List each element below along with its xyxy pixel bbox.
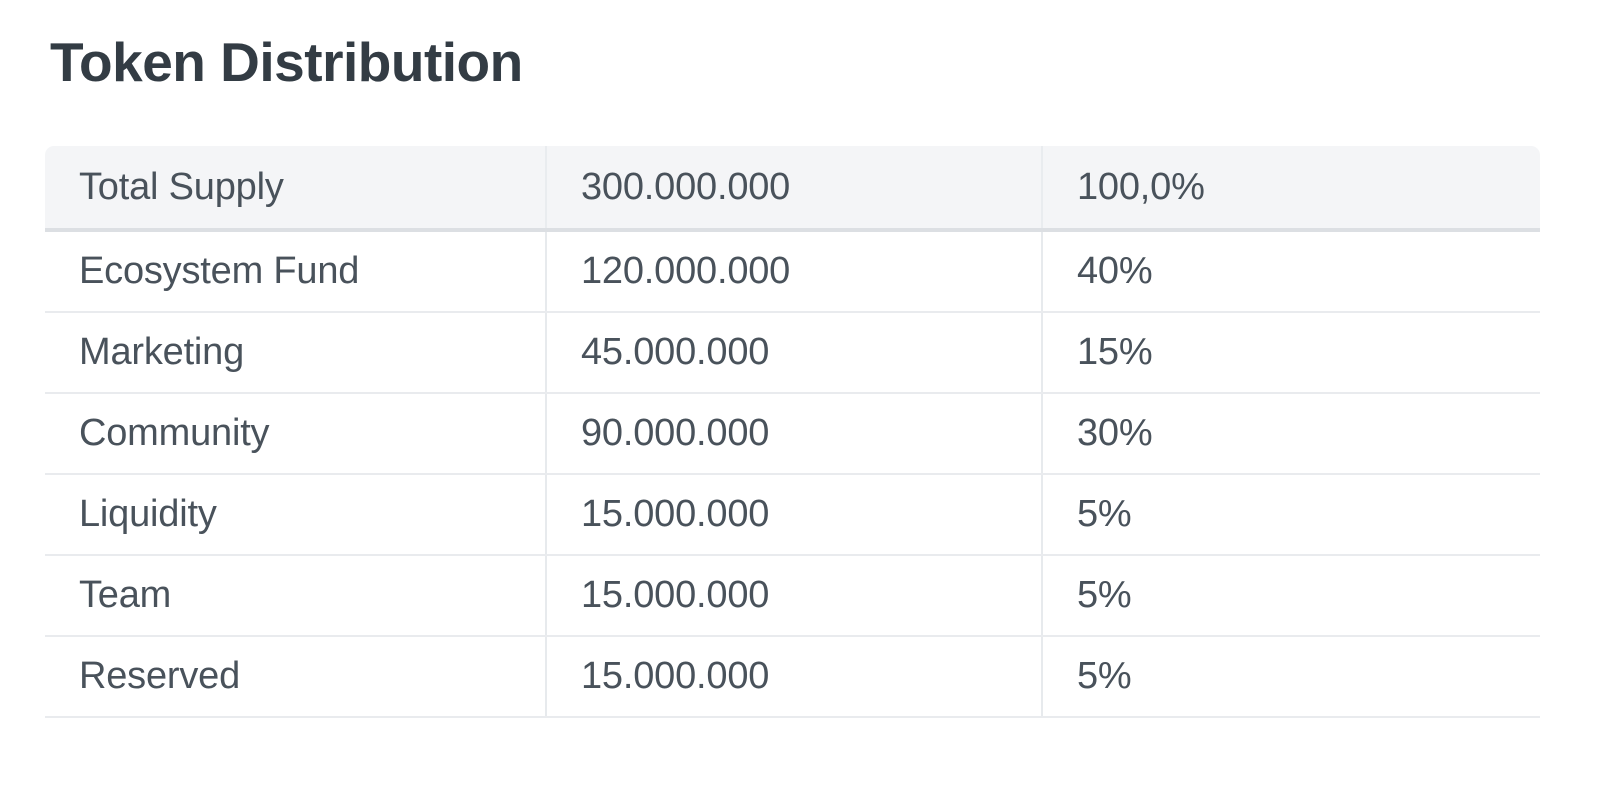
table-row-team: Team 15.000.000 5% — [45, 556, 1540, 637]
page-title: Token Distribution — [50, 31, 523, 93]
allocation-label: Liquidity — [45, 475, 547, 554]
allocation-label: Marketing — [45, 313, 547, 392]
allocation-amount: 90.000.000 — [547, 394, 1043, 473]
header-total-percent: 100,0% — [1077, 165, 1205, 208]
table-row-reserved: Reserved 15.000.000 5% — [45, 637, 1540, 718]
allocation-amount: 15.000.000 — [547, 556, 1043, 635]
allocation-percent: 40% — [1077, 250, 1153, 292]
header-total-amount: 300.000.000 — [547, 146, 1043, 228]
allocation-percent: 5% — [1077, 574, 1132, 616]
allocation-label: Team — [45, 556, 547, 635]
allocation-percent: 5% — [1077, 655, 1132, 697]
table-header-row: Total Supply 300.000.000 100,0% — [45, 146, 1540, 232]
header-label-total-supply: Total Supply — [45, 146, 547, 228]
table-row-liquidity: Liquidity 15.000.000 5% — [45, 475, 1540, 556]
table-row-marketing: Marketing 45.000.000 15% — [45, 313, 1540, 394]
table-row-ecosystem-fund: Ecosystem Fund 120.000.000 40% — [45, 232, 1540, 313]
allocation-percent: 15% — [1077, 331, 1153, 373]
allocation-amount: 15.000.000 — [547, 637, 1043, 716]
allocation-label: Reserved — [45, 637, 547, 716]
table-row-community: Community 90.000.000 30% — [45, 394, 1540, 475]
allocation-amount: 120.000.000 — [547, 232, 1043, 311]
allocation-amount: 15.000.000 — [547, 475, 1043, 554]
allocation-label: Community — [45, 394, 547, 473]
allocation-percent: 30% — [1077, 412, 1153, 454]
allocation-amount: 45.000.000 — [547, 313, 1043, 392]
token-distribution-table: Total Supply 300.000.000 100,0% Ecosyste… — [45, 146, 1540, 718]
allocation-percent: 5% — [1077, 493, 1132, 535]
allocation-label: Ecosystem Fund — [45, 232, 547, 311]
